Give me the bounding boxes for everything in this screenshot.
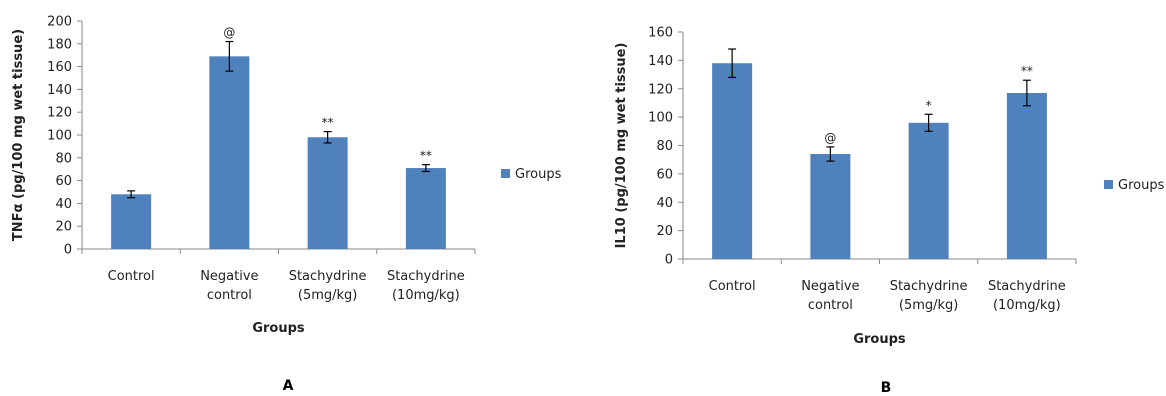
x-category-label: Control <box>108 269 155 284</box>
y-tick-label: 40 <box>656 196 673 211</box>
significance-marker: ** <box>420 149 432 163</box>
x-category-label: (5mg/kg) <box>899 298 959 313</box>
chart-panel-a: 0 20 40 60 80 100 120 140 160 180 200 Control @ Negat… <box>11 15 562 395</box>
legend-swatch <box>501 169 510 178</box>
x-axis-title: Groups <box>853 332 906 347</box>
x-category-label: (10mg/kg) <box>392 288 460 303</box>
x-category-label: Negative <box>801 279 859 294</box>
significance-marker: * <box>926 98 932 112</box>
y-tick-label: 80 <box>656 139 673 154</box>
legend-swatch <box>1104 180 1113 189</box>
x-category-label: control <box>808 298 853 313</box>
x-category-label: Negative <box>200 269 258 284</box>
y-tick-label: 120 <box>648 82 673 97</box>
y-tick-label: 140 <box>47 83 72 98</box>
y-tick-label: 60 <box>656 167 673 182</box>
significance-marker: ** <box>322 116 334 130</box>
y-tick-label: 20 <box>55 220 72 235</box>
x-axis-title: Groups <box>252 321 305 336</box>
legend-label: Groups <box>1118 178 1165 193</box>
bar <box>1006 93 1047 259</box>
y-tick-label: 0 <box>64 243 72 258</box>
y-tick-label: 140 <box>648 54 673 69</box>
x-category-label: Stachydrine <box>988 279 1066 294</box>
chart-panel-b: 0 20 40 60 80 100 120 140 160 Control @ Negative con… <box>614 26 1165 396</box>
bar <box>908 122 949 259</box>
x-category-label: Stachydrine <box>387 269 465 284</box>
significance-marker: ** <box>1021 64 1033 78</box>
bar <box>405 168 446 249</box>
y-tick-label: 160 <box>47 60 72 75</box>
bar <box>307 137 348 249</box>
bar <box>111 194 152 249</box>
y-tick-label: 100 <box>648 111 673 126</box>
y-tick-label: 40 <box>55 197 72 212</box>
y-tick-label: 80 <box>55 151 72 166</box>
y-tick-label: 160 <box>648 26 673 41</box>
y-tick-label: 100 <box>47 129 72 144</box>
significance-marker: @ <box>824 131 836 145</box>
legend-label: Groups <box>515 167 562 182</box>
y-tick-label: 60 <box>55 174 72 189</box>
x-category-label: Stachydrine <box>890 279 968 294</box>
y-tick-label: 20 <box>656 224 673 239</box>
panel-label: A <box>283 378 294 394</box>
x-category-label: (10mg/kg) <box>993 298 1061 313</box>
y-tick-label: 0 <box>665 253 673 268</box>
x-category-label: control <box>207 288 252 303</box>
x-category-label: (5mg/kg) <box>298 288 358 303</box>
bar <box>209 56 250 250</box>
y-axis-title: TNFα (pg/100 mg wet tissue) <box>11 29 26 241</box>
y-axis-title: IL10 (pg/100 mg wet tissue) <box>614 43 629 249</box>
significance-marker: @ <box>223 26 235 40</box>
panel-label: B <box>881 380 892 396</box>
bar <box>712 63 753 260</box>
y-tick-label: 200 <box>47 15 72 30</box>
x-category-label: Control <box>709 279 756 294</box>
x-category-label: Stachydrine <box>289 269 367 284</box>
bar <box>810 154 851 259</box>
y-tick-label: 120 <box>47 106 72 121</box>
y-tick-label: 180 <box>47 37 72 52</box>
